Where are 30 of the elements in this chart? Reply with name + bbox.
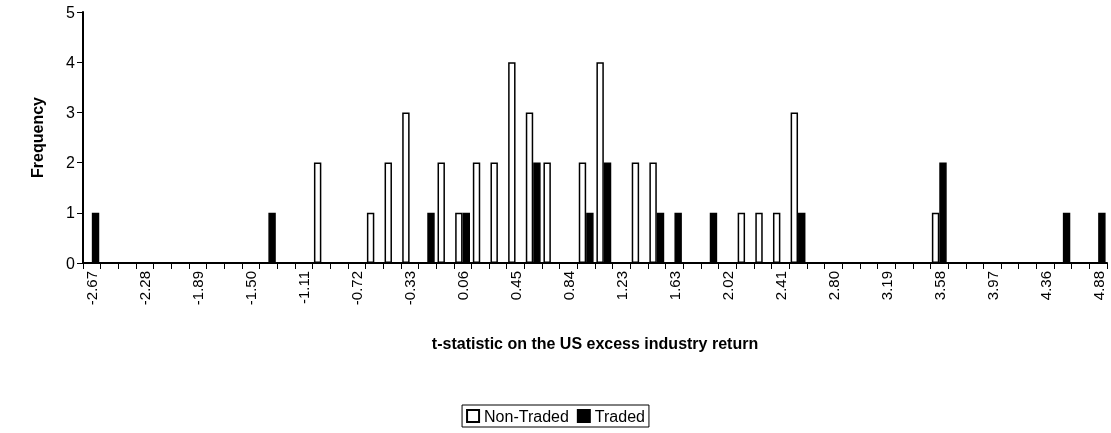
x-tick-label: 0.84 xyxy=(560,271,578,301)
x-tick-label: 4.88 xyxy=(1089,271,1107,301)
y-tick-label: 1 xyxy=(66,204,76,222)
legend-label: Traded xyxy=(594,407,645,425)
x-tick-label: -2.67 xyxy=(83,271,101,306)
x-tick-label: 2.80 xyxy=(824,271,842,301)
x-tick-label: 1.63 xyxy=(665,271,683,301)
y-axis-title: Frequency xyxy=(28,96,46,178)
x-tick-label: 3.19 xyxy=(877,271,895,301)
y-tick-label: 3 xyxy=(66,103,76,121)
x-tick-label: -1.11 xyxy=(295,271,313,305)
x-tick-label: 3.58 xyxy=(930,271,948,301)
x-tick-label: 2.41 xyxy=(771,271,789,301)
x-tick-label: 3.97 xyxy=(983,271,1001,301)
x-tick-label: -0.33 xyxy=(401,271,419,306)
x-tick-label: -1.50 xyxy=(242,271,260,306)
y-tick-label: 0 xyxy=(66,254,76,272)
legend-label: Non-Traded xyxy=(484,407,569,425)
y-tick-label: 5 xyxy=(66,3,76,21)
y-tick-label: 4 xyxy=(66,53,76,71)
x-tick-label: -1.89 xyxy=(189,271,207,306)
x-tick-label: 0.06 xyxy=(454,271,472,301)
x-tick-label: 4.36 xyxy=(1036,271,1054,301)
x-tick-label: -2.28 xyxy=(136,271,154,306)
x-tick-label: 0.45 xyxy=(507,271,525,301)
x-tick-label: -0.72 xyxy=(348,271,366,306)
x-tick-label: 2.02 xyxy=(718,271,736,301)
x-tick-label: 1.23 xyxy=(612,271,630,301)
x-axis-title: t-statistic on the US excess industry return xyxy=(431,334,759,352)
y-tick-label: 2 xyxy=(66,154,76,172)
